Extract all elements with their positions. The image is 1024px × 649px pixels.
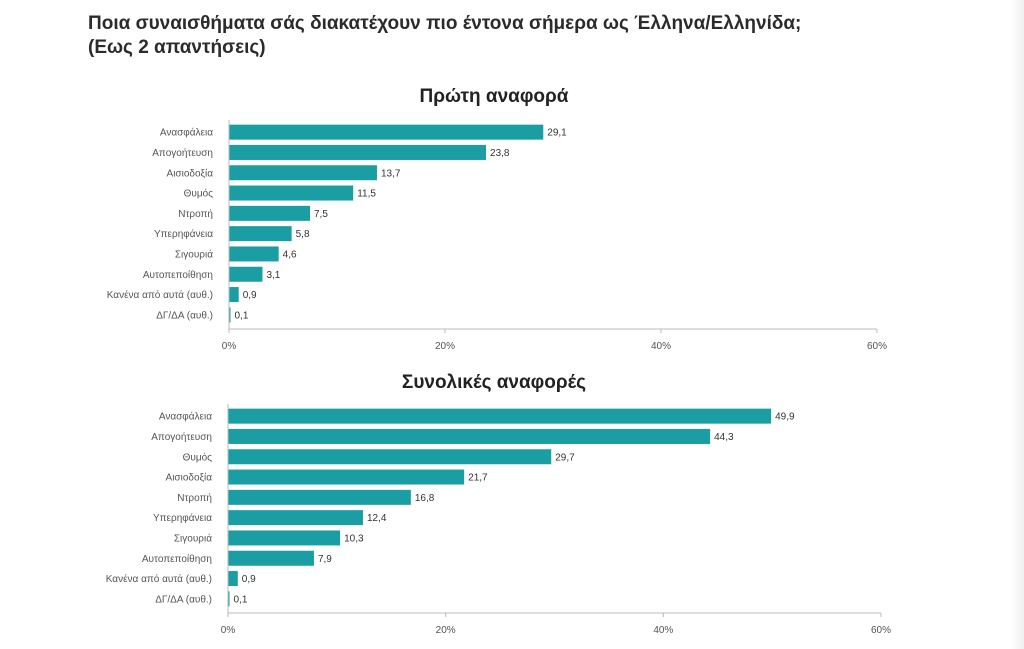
bar	[229, 185, 354, 201]
bar	[228, 530, 341, 546]
data-label: 4,6	[283, 249, 297, 260]
bar-chart-first-mention: Ανασφάλεια 29,1 Απογοήτευση 23,8 Αισιοδοξία 1…	[107, 120, 887, 350]
x-tick-label: 60%	[867, 341, 887, 350]
category-label: Υπερηφάνεια	[154, 228, 213, 240]
bar	[228, 489, 411, 505]
page-title-line-1: Ποια συναισθήματα σάς διακατέχουν πιο έν…	[88, 13, 802, 34]
bar	[229, 266, 263, 282]
data-label: 23,8	[490, 148, 510, 159]
category-label: Απογοήτευση	[151, 431, 212, 443]
data-label: 7,5	[314, 209, 328, 220]
bar	[228, 591, 230, 607]
data-label: 21,7	[468, 473, 488, 484]
data-label: 49,9	[775, 412, 795, 423]
data-label: 12,4	[367, 513, 387, 524]
x-tick-label: 0%	[222, 341, 237, 350]
x-tick-label: 40%	[651, 341, 671, 350]
x-tick-label: 20%	[436, 625, 456, 634]
category-label: Θυμός	[183, 451, 213, 463]
x-tick-label: 60%	[871, 625, 891, 634]
category-label: Αυτοπεποίθηση	[143, 269, 213, 281]
category-label: Ντροπή	[178, 208, 213, 220]
chart-title-total-mentions: Συνολικές αναφορές	[401, 372, 587, 393]
chart-title-first-mention: Πρώτη αναφορά	[419, 86, 569, 107]
bar	[229, 124, 544, 140]
category-label: ΔΓ/ΔΑ (αυθ.)	[156, 310, 213, 321]
bar	[228, 408, 772, 424]
category-label: Αισιοδοξία	[167, 167, 214, 179]
category-label: Ανασφάλεια	[159, 411, 212, 423]
category-label: Ανασφάλεια	[160, 127, 213, 139]
category-label: Σιγουριά	[174, 532, 212, 544]
bar	[229, 205, 310, 221]
x-tick-label: 40%	[653, 625, 673, 634]
x-tick-label: 20%	[435, 341, 455, 350]
data-label: 0,1	[234, 594, 248, 605]
bar	[229, 165, 377, 181]
bar	[229, 226, 292, 242]
bar	[229, 307, 231, 323]
data-label: 0,9	[243, 290, 257, 301]
bar	[229, 287, 239, 303]
bar	[229, 246, 279, 262]
category-label: ΔΓ/ΔΑ (αυθ.)	[155, 594, 212, 605]
bar	[228, 449, 552, 465]
category-label: Υπερηφάνεια	[153, 512, 212, 524]
page-edge-shade	[1010, 0, 1024, 649]
x-tick-label: 0%	[221, 625, 236, 634]
bar	[228, 510, 363, 526]
data-label: 0,9	[242, 574, 256, 585]
category-label: Κανένα από αυτά (αυθ.)	[107, 289, 213, 301]
bar-chart-total-mentions: Ανασφάλεια 49,9 Απογοήτευση 44,3 Θυμός 29,7 Αι…	[106, 404, 891, 634]
bar	[228, 571, 238, 587]
bar	[228, 428, 711, 444]
category-label: Αισιοδοξία	[166, 472, 213, 484]
data-label: 5,8	[296, 229, 310, 240]
data-label: 13,7	[381, 168, 401, 179]
category-label: Αυτοπεποίθηση	[142, 553, 212, 565]
bar	[228, 469, 465, 485]
category-label: Κανένα από αυτά (αυθ.)	[106, 573, 212, 585]
category-label: Απογοήτευση	[152, 147, 213, 159]
category-label: Θυμός	[184, 188, 214, 200]
data-label: 3,1	[266, 270, 280, 281]
category-label: Σιγουριά	[175, 248, 213, 260]
data-label: 16,8	[415, 493, 435, 504]
data-label: 11,5	[357, 189, 376, 200]
data-label: 29,7	[555, 452, 575, 463]
data-label: 0,1	[235, 310, 249, 321]
page-title-line-2: (Εως 2 απαντήσεις)	[88, 37, 266, 58]
data-label: 44,3	[714, 432, 734, 443]
bar	[229, 144, 487, 160]
page-title: Ποια συναισθήματα σάς διακατέχουν πιο έν…	[88, 12, 801, 60]
data-label: 29,1	[547, 128, 567, 139]
data-label: 7,9	[318, 554, 332, 565]
data-label: 10,3	[344, 533, 364, 544]
bar	[228, 550, 314, 566]
category-label: Ντροπή	[177, 492, 212, 504]
